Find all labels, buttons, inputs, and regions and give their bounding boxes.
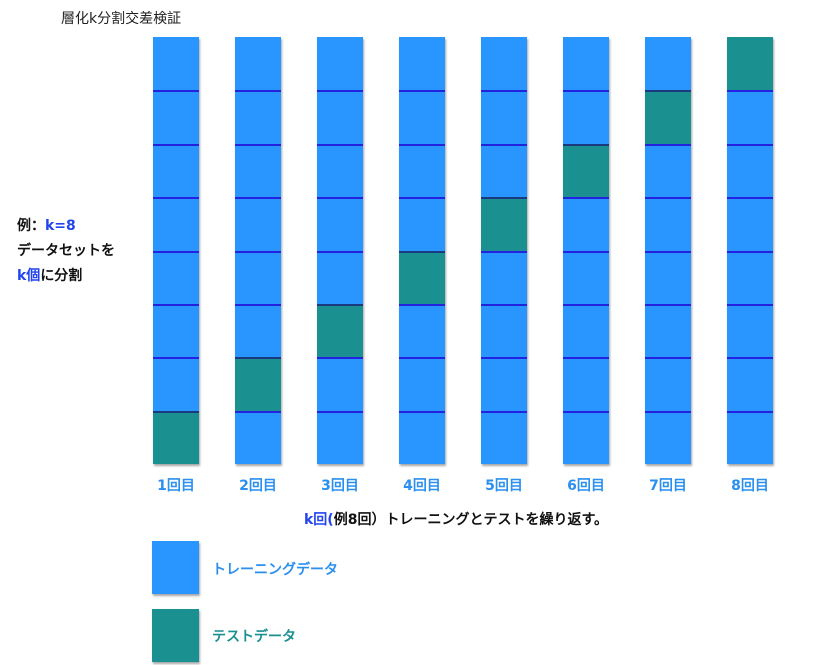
training-segment [153, 197, 199, 251]
training-segment [399, 303, 445, 358]
training-segment [235, 143, 281, 198]
training-segment [645, 303, 691, 358]
training-segment [235, 303, 281, 358]
training-segment [727, 197, 773, 251]
legend-training-swatch [152, 541, 199, 594]
training-segment [317, 197, 363, 251]
training-segment [727, 357, 773, 411]
training-segment [481, 250, 527, 304]
side-note: 例：k=8 データセットを k個に分割 [17, 214, 115, 289]
training-segment [645, 357, 691, 411]
diagram-title: 層化k分割交差検証 [61, 11, 182, 27]
training-segment [153, 357, 199, 411]
training-segment [481, 410, 527, 464]
training-segment [235, 90, 281, 144]
training-segment [645, 143, 691, 198]
training-segment [153, 250, 199, 304]
training-segment [317, 410, 363, 464]
training-segment [317, 37, 363, 91]
training-segment [563, 410, 609, 464]
training-segment [727, 250, 773, 304]
fold-column [645, 37, 691, 464]
training-segment [317, 250, 363, 304]
fold-label: 7回目 [649, 478, 687, 494]
test-segment [727, 37, 773, 91]
k-count: k個 [17, 268, 41, 284]
training-segment [563, 37, 609, 91]
fold-label: 6回目 [567, 478, 605, 494]
test-segment [399, 250, 445, 304]
fold-label: 3回目 [321, 478, 359, 494]
training-segment [317, 143, 363, 198]
fold-label: 5回目 [485, 478, 523, 494]
training-segment [399, 143, 445, 198]
fold-column [235, 37, 281, 464]
training-segment [563, 357, 609, 411]
side-note-line2: データセットを [17, 243, 115, 259]
training-segment [563, 303, 609, 358]
training-segment [317, 90, 363, 144]
fold-label: 2回目 [239, 478, 277, 494]
training-segment [481, 303, 527, 358]
training-segment [399, 37, 445, 91]
test-segment [153, 410, 199, 464]
caption: k回(例8回）トレーニングとテストを繰り返す。 [304, 509, 608, 529]
test-segment [317, 303, 363, 358]
training-segment [645, 410, 691, 464]
test-segment [563, 143, 609, 198]
side-note-line3: に分割 [40, 268, 83, 284]
test-segment [235, 357, 281, 411]
training-segment [645, 197, 691, 251]
training-segment [481, 357, 527, 411]
fold-column [399, 37, 445, 464]
caption-k: k回( [304, 512, 334, 528]
training-segment [153, 143, 199, 198]
example-prefix: 例： [17, 218, 45, 234]
training-segment [235, 197, 281, 251]
training-segment [563, 90, 609, 144]
fold-label: 1回目 [157, 478, 195, 494]
fold-label: 4回目 [403, 478, 441, 494]
fold-column [727, 37, 773, 464]
training-segment [399, 357, 445, 411]
training-segment [153, 303, 199, 358]
training-segment [235, 37, 281, 91]
legend-training-label: トレーニングデータ [212, 562, 338, 578]
training-segment [153, 37, 199, 91]
fold-column [563, 37, 609, 464]
training-segment [481, 143, 527, 198]
legend-test-swatch [152, 609, 199, 662]
training-segment [153, 90, 199, 144]
training-segment [481, 90, 527, 144]
fold-label: 8回目 [731, 478, 769, 494]
legend-test-label: テストデータ [212, 629, 296, 645]
training-segment [645, 37, 691, 91]
k-value: k=8 [45, 218, 76, 234]
training-segment [645, 250, 691, 304]
training-segment [563, 250, 609, 304]
fold-column [153, 37, 199, 464]
caption-text: 例8回）トレーニングとテストを繰り返す。 [333, 512, 609, 528]
training-segment [235, 250, 281, 304]
training-segment [481, 37, 527, 91]
fold-column [317, 37, 363, 464]
training-segment [727, 410, 773, 464]
training-segment [563, 197, 609, 251]
fold-column [481, 37, 527, 464]
training-segment [235, 410, 281, 464]
training-segment [727, 143, 773, 198]
test-segment [481, 197, 527, 251]
training-segment [727, 90, 773, 144]
training-segment [317, 357, 363, 411]
training-segment [727, 303, 773, 358]
training-segment [399, 90, 445, 144]
training-segment [399, 197, 445, 251]
test-segment [645, 90, 691, 144]
training-segment [399, 410, 445, 464]
